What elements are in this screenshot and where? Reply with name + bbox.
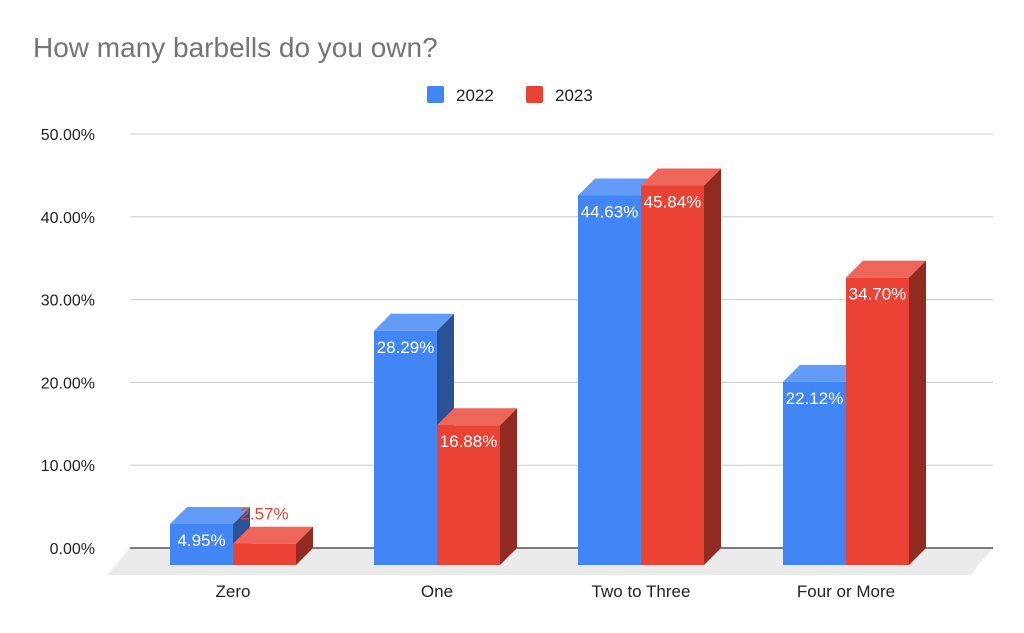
y-tick-label: 50.00% — [41, 127, 95, 144]
bar-2023-four-or-more: 34.70% — [846, 260, 926, 565]
bar-top — [437, 408, 517, 426]
bar-side — [704, 168, 721, 565]
y-tick-label: 30.00% — [41, 293, 95, 310]
legend-swatch-2023 — [526, 86, 543, 103]
data-label: 44.63% — [581, 202, 639, 221]
x-category-label: Four or More — [797, 582, 895, 601]
bar-front — [437, 425, 500, 565]
bar-top — [783, 364, 863, 382]
y-tick-label: 20.00% — [41, 375, 95, 392]
chart-title: How many barbells do you own? — [33, 32, 438, 63]
data-label: 28.29% — [377, 338, 435, 357]
bar-top — [233, 526, 313, 544]
bar-side — [909, 260, 926, 565]
data-label: 34.70% — [849, 285, 907, 304]
x-category-label: Zero — [216, 582, 251, 601]
bar-2023-zero: 2.57% — [233, 505, 313, 565]
y-tick-label: 10.00% — [41, 458, 95, 475]
bar-top — [578, 178, 658, 196]
data-label: 45.84% — [644, 192, 702, 211]
legend: 2022 2023 — [427, 86, 593, 105]
bar-top — [846, 260, 926, 278]
legend-label-2022: 2022 — [456, 86, 494, 105]
bar-top — [374, 313, 454, 331]
data-label: 2.57% — [240, 505, 288, 524]
floor-plane — [107, 548, 993, 575]
x-category-label: One — [421, 582, 453, 601]
bar-2023-two-to-three: 45.84% — [641, 168, 721, 565]
bar-front — [374, 330, 437, 565]
bar-2023-one: 16.88% — [437, 408, 517, 565]
legend-label-2023: 2023 — [555, 86, 593, 105]
y-axis: 0.00% 10.00% 20.00% 30.00% 40.00% 50.00% — [41, 127, 95, 558]
y-tick-label: 40.00% — [41, 210, 95, 227]
data-label: 22.12% — [786, 389, 844, 408]
bar-front — [233, 543, 296, 565]
bar-top — [641, 168, 721, 186]
legend-swatch-2022 — [427, 86, 444, 103]
bar-front — [846, 277, 909, 565]
bar-2022-zero: 4.95% — [170, 507, 250, 565]
bars: 4.95% 2.57% 28.29% 16.88% 44.63% 45.84% 22.12%… — [170, 168, 926, 565]
data-label: 16.88% — [440, 432, 498, 451]
data-label: 4.95% — [177, 531, 225, 550]
y-tick-label: 0.00% — [50, 541, 95, 558]
bar-side — [296, 526, 313, 565]
bar-front — [783, 381, 846, 565]
bar-front — [641, 185, 704, 565]
chart-floor — [107, 548, 993, 575]
x-category-label: Two to Three — [592, 582, 691, 601]
x-axis: Zero One Two to Three Four or More — [216, 582, 896, 601]
bar-front — [170, 524, 233, 565]
bar-side — [500, 408, 517, 565]
bar-top — [170, 507, 250, 525]
bar-front — [578, 195, 641, 565]
